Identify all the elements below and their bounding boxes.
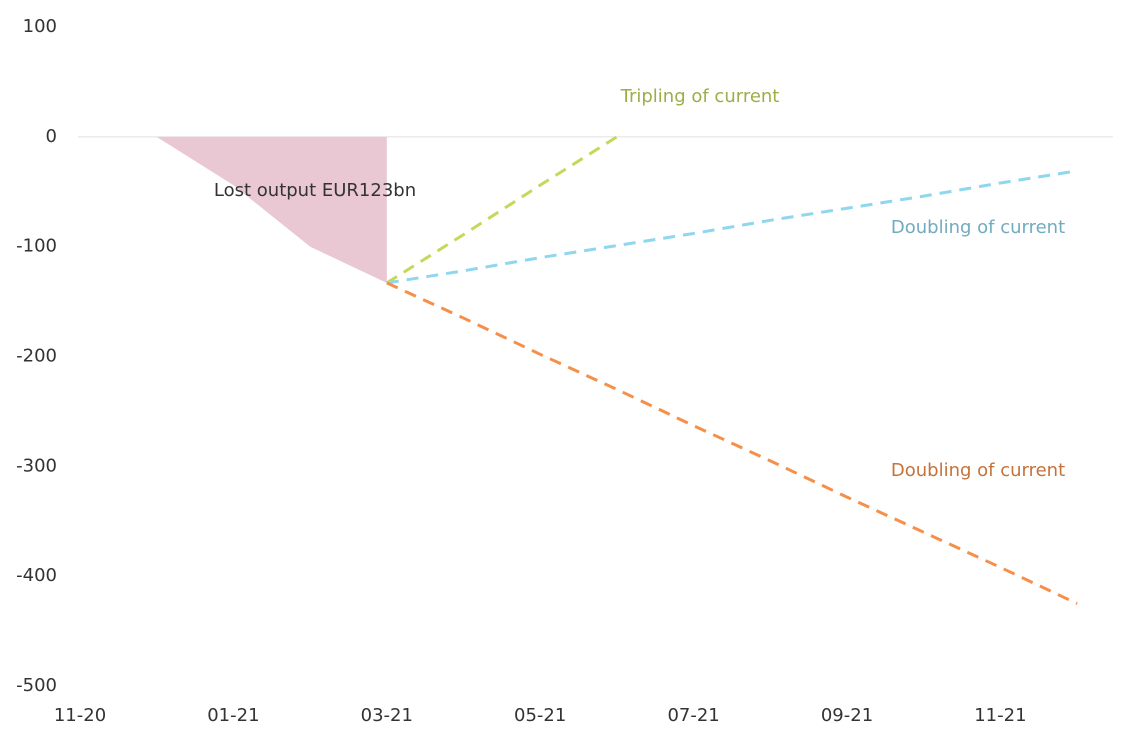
y-tick-label: 100: [23, 16, 57, 37]
y-tick-label: 0: [46, 126, 57, 147]
x-tick-label: 07-21: [667, 705, 719, 726]
series-label: Doubling of current: [891, 217, 1065, 238]
projection-line: [386, 169, 1078, 285]
y-tick-label: -200: [16, 346, 57, 367]
area: [156, 136, 387, 283]
y-tick-label: -300: [16, 455, 57, 476]
y-tick-label: -100: [16, 236, 57, 257]
y-tick-label: -400: [16, 565, 57, 586]
y-tick-label: -500: [16, 675, 57, 696]
x-tick-label: 03-21: [361, 705, 413, 726]
x-tick-label: 11-21: [974, 705, 1026, 726]
series-label: Tripling of current: [620, 86, 780, 107]
projection-line: [386, 281, 1078, 605]
series-label: Doubling of current: [891, 460, 1065, 481]
series-label: Lost output EUR123bn: [214, 180, 416, 201]
projection-line: [386, 135, 618, 285]
x-tick-label: 01-21: [207, 705, 259, 726]
x-tick-label: 05-21: [514, 705, 566, 726]
x-tick-label: 09-21: [821, 705, 873, 726]
x-tick-label: 11-20: [54, 705, 106, 726]
